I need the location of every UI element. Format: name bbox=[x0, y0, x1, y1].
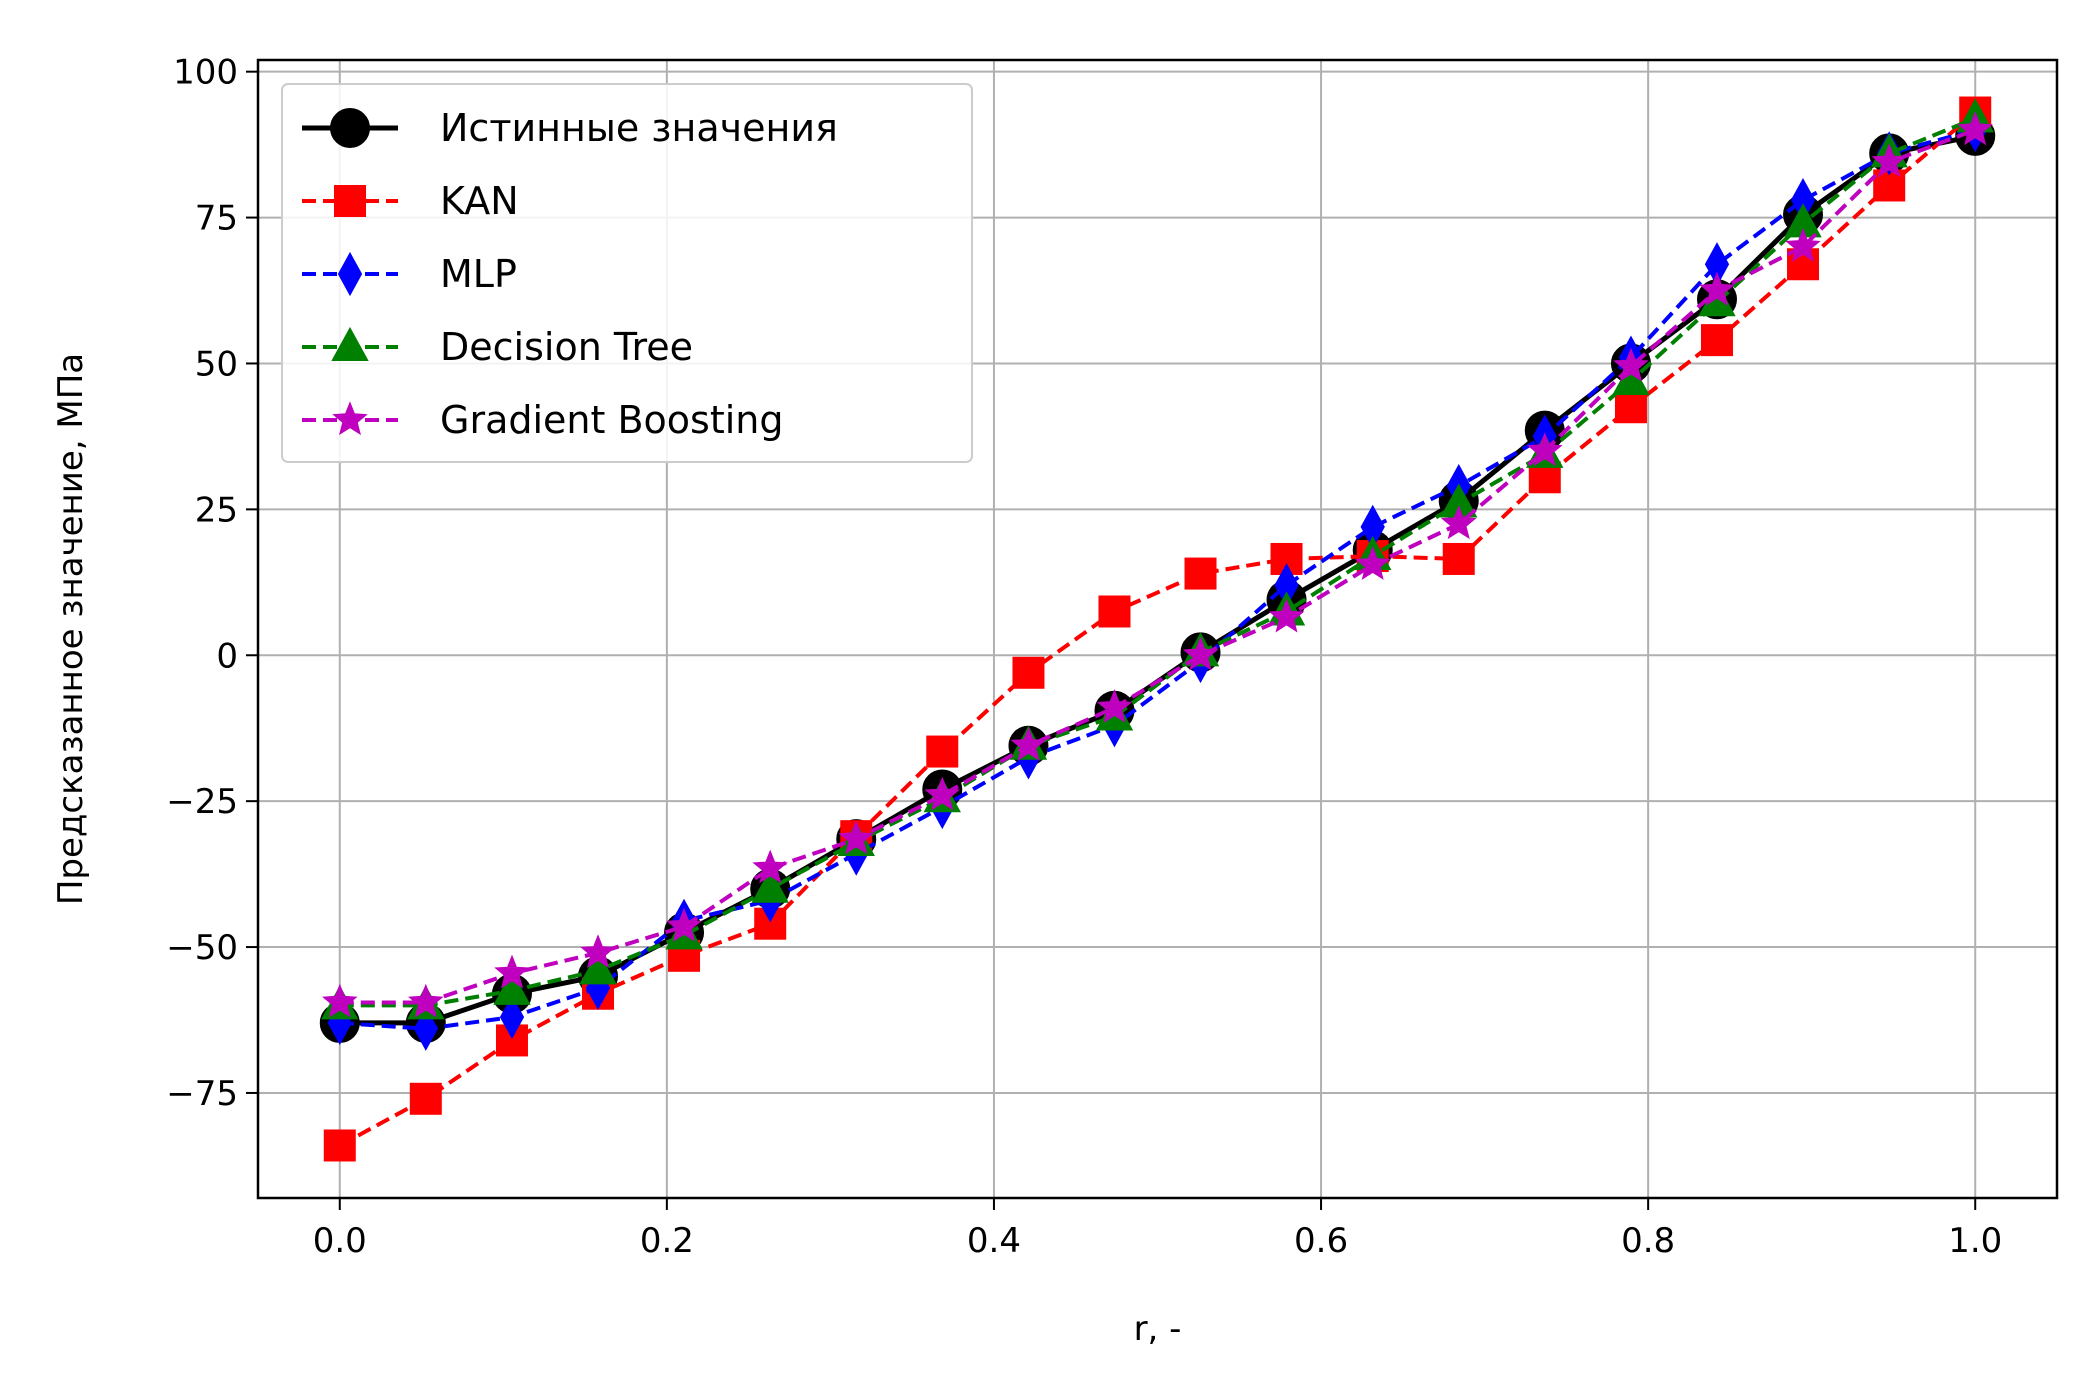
y-tick-label: −50 bbox=[166, 928, 238, 968]
legend-item: Истинные значения bbox=[302, 106, 838, 150]
data-point bbox=[1785, 227, 1821, 262]
x-axis-label: r, - bbox=[1134, 1309, 1182, 1349]
legend-label: Gradient Boosting bbox=[440, 398, 784, 442]
legend-item: KAN bbox=[302, 179, 519, 223]
data-point bbox=[408, 983, 444, 1018]
legend-label: Decision Tree bbox=[440, 325, 693, 369]
x-tick-label: 1.0 bbox=[1948, 1221, 2002, 1261]
series-layer bbox=[319, 96, 1996, 1162]
y-tick-label: 25 bbox=[195, 490, 238, 530]
data-point bbox=[1871, 143, 1907, 178]
data-point bbox=[752, 849, 788, 884]
data-point bbox=[1613, 347, 1649, 382]
grid bbox=[258, 60, 2057, 1198]
data-point bbox=[499, 995, 525, 1040]
data-point bbox=[494, 954, 530, 989]
data-point bbox=[322, 983, 358, 1018]
data-point bbox=[579, 950, 617, 985]
data-point bbox=[1268, 598, 1305, 633]
legend-label: KAN bbox=[440, 179, 519, 223]
data-point bbox=[493, 970, 531, 1005]
data-point bbox=[666, 907, 702, 942]
data-point bbox=[323, 1129, 356, 1162]
series-4 bbox=[322, 111, 1993, 1018]
x-tick-label: 0.6 bbox=[1294, 1221, 1348, 1261]
plot-frame bbox=[256, 58, 2059, 1200]
data-point bbox=[1442, 542, 1475, 575]
data-point bbox=[1010, 727, 1047, 761]
legend-box bbox=[281, 83, 973, 463]
data-point bbox=[1184, 557, 1217, 590]
data-point bbox=[1096, 689, 1133, 723]
data-point bbox=[580, 934, 616, 968]
axes: 0.0 0.2 0.4 0.6 0.8 1.0 −75 −50 −25 0 25 50 75 100 bbox=[166, 53, 2002, 1261]
data-point bbox=[838, 820, 875, 855]
legend-label: MLP bbox=[440, 252, 517, 296]
legend-marker bbox=[331, 326, 369, 361]
data-point bbox=[1527, 432, 1563, 467]
data-point bbox=[924, 776, 961, 811]
data-point bbox=[1957, 111, 1993, 146]
y-tick-label: 100 bbox=[173, 53, 238, 93]
data-point bbox=[409, 1082, 442, 1115]
data-point bbox=[413, 1006, 438, 1051]
legend-marker bbox=[330, 108, 370, 148]
legend-marker bbox=[337, 251, 363, 297]
x-tick-label: 0.8 bbox=[1621, 1221, 1675, 1261]
data-point bbox=[1700, 324, 1733, 357]
y-tick-label: 0 bbox=[216, 636, 238, 676]
x-tick-label: 0.2 bbox=[640, 1221, 694, 1261]
legend-item: Decision Tree bbox=[302, 325, 693, 369]
data-point bbox=[1012, 656, 1045, 689]
x-tick-label: 0.0 bbox=[313, 1221, 367, 1261]
legend-item: Gradient Boosting bbox=[302, 398, 784, 442]
data-point bbox=[1699, 271, 1735, 306]
y-tick-label: −75 bbox=[166, 1074, 238, 1114]
data-point bbox=[751, 868, 789, 903]
x-tick-label: 0.4 bbox=[967, 1221, 1021, 1261]
legend-marker bbox=[332, 401, 368, 436]
y-tick-label: −25 bbox=[166, 782, 238, 822]
data-point bbox=[926, 735, 959, 768]
y-tick-label: 75 bbox=[195, 199, 238, 239]
legend-label: Истинные значения bbox=[440, 106, 838, 150]
data-point bbox=[1098, 595, 1131, 628]
data-point bbox=[1182, 636, 1219, 671]
data-point bbox=[1614, 391, 1647, 424]
data-point bbox=[1440, 505, 1477, 540]
legend-marker bbox=[334, 185, 366, 217]
legend: Истинные значения KAN MLP Decision Tree Grad… bbox=[281, 83, 973, 463]
legend-item: MLP bbox=[302, 251, 517, 297]
y-axis-label: Предсказанное значение, МПа bbox=[51, 353, 91, 905]
data-point bbox=[1354, 546, 1391, 580]
y-tick-label: 50 bbox=[195, 344, 238, 384]
